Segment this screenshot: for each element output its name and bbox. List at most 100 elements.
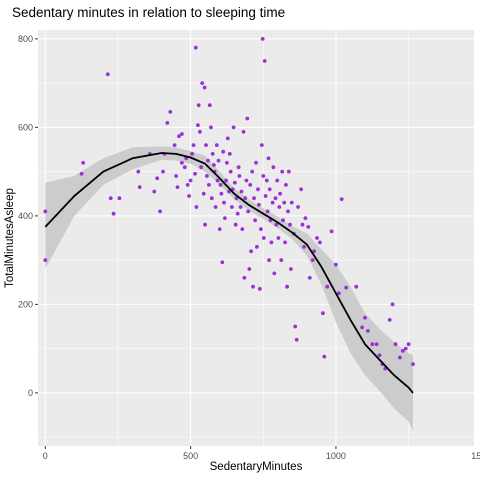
- data-point: [180, 160, 184, 165]
- y-tick-label: 400: [18, 211, 33, 221]
- y-tick-label: 200: [18, 299, 33, 309]
- data-point: [241, 129, 246, 134]
- data-point: [236, 165, 241, 170]
- data-point: [267, 258, 271, 262]
- data-point: [168, 110, 173, 114]
- data-point: [286, 209, 290, 214]
- data-point: [274, 222, 279, 227]
- data-point: [201, 191, 206, 196]
- data-point: [393, 342, 398, 347]
- data-point: [289, 200, 294, 205]
- data-point: [264, 178, 269, 183]
- y-tick-label: 800: [18, 34, 33, 44]
- data-point: [275, 178, 280, 183]
- data-point: [266, 156, 271, 161]
- data-point: [286, 169, 291, 174]
- data-point: [254, 160, 258, 165]
- x-tick-label: 0: [43, 451, 48, 461]
- data-point: [158, 209, 163, 214]
- data-point: [175, 185, 180, 190]
- data-point: [262, 59, 267, 63]
- data-point: [155, 176, 160, 181]
- data-point: [263, 194, 268, 198]
- data-point: [196, 103, 201, 108]
- data-point: [403, 346, 408, 351]
- data-points: [43, 37, 415, 371]
- data-point: [271, 165, 276, 170]
- data-point: [233, 222, 238, 227]
- data-point: [299, 187, 303, 192]
- data-point: [193, 45, 198, 50]
- data-point: [370, 342, 375, 347]
- data-point: [259, 227, 263, 232]
- data-point: [256, 187, 260, 192]
- data-point: [344, 285, 348, 290]
- data-point: [227, 152, 232, 156]
- data-point: [207, 183, 211, 187]
- data-point: [267, 187, 272, 192]
- data-point: [260, 37, 265, 41]
- data-point: [200, 81, 205, 85]
- data-point: [185, 183, 190, 187]
- chart-title: Sedentary minutes in relation to sleepin…: [12, 5, 285, 20]
- data-point: [336, 291, 341, 296]
- data-point: [244, 178, 249, 183]
- data-point: [219, 191, 224, 196]
- data-point: [249, 249, 254, 254]
- data-point: [223, 216, 227, 221]
- data-point: [265, 209, 270, 214]
- x-axis-ticks: 0 500 1000 1500: [43, 446, 480, 461]
- data-point: [218, 183, 223, 187]
- data-point: [374, 342, 379, 347]
- data-point: [400, 349, 405, 353]
- data-point: [387, 318, 392, 322]
- data-point: [257, 202, 261, 207]
- data-point: [137, 185, 142, 190]
- data-point: [79, 171, 84, 176]
- data-point: [273, 196, 278, 201]
- data-point: [246, 209, 251, 214]
- data-point: [202, 85, 207, 90]
- data-point: [283, 240, 287, 245]
- data-point: [199, 165, 204, 170]
- major-gridlines: [38, 30, 474, 446]
- y-tick-label: 600: [18, 122, 33, 132]
- data-point: [193, 171, 197, 176]
- data-point: [224, 178, 229, 183]
- data-point: [235, 211, 240, 216]
- data-point: [257, 287, 262, 291]
- data-point: [243, 196, 248, 201]
- data-point: [270, 200, 275, 205]
- data-point: [152, 189, 157, 194]
- y-tick-label: 0: [28, 388, 33, 398]
- data-point: [310, 258, 315, 262]
- smooth-line-layer: [44, 152, 414, 394]
- data-point: [191, 143, 196, 148]
- data-point: [281, 218, 285, 223]
- data-point: [161, 169, 165, 174]
- data-point: [43, 209, 48, 214]
- data-point: [238, 205, 243, 209]
- y-axis-ticks: 0 200 400 600 800: [18, 34, 38, 398]
- data-point: [210, 152, 215, 156]
- data-point: [390, 302, 395, 307]
- data-point: [209, 125, 213, 130]
- x-tick-label: 500: [183, 451, 198, 461]
- data-point: [276, 236, 281, 240]
- data-point: [261, 236, 266, 240]
- data-point: [117, 196, 122, 201]
- data-point: [174, 174, 179, 178]
- data-point: [321, 311, 325, 316]
- data-point: [182, 165, 187, 170]
- data-point: [177, 134, 181, 139]
- data-point: [239, 189, 244, 194]
- data-point: [251, 284, 256, 289]
- data-point: [255, 245, 259, 249]
- data-point: [188, 178, 193, 183]
- data-point: [398, 355, 402, 360]
- data-point: [207, 103, 212, 108]
- data-point: [285, 284, 289, 289]
- data-point: [220, 260, 225, 265]
- data-point: [215, 178, 220, 183]
